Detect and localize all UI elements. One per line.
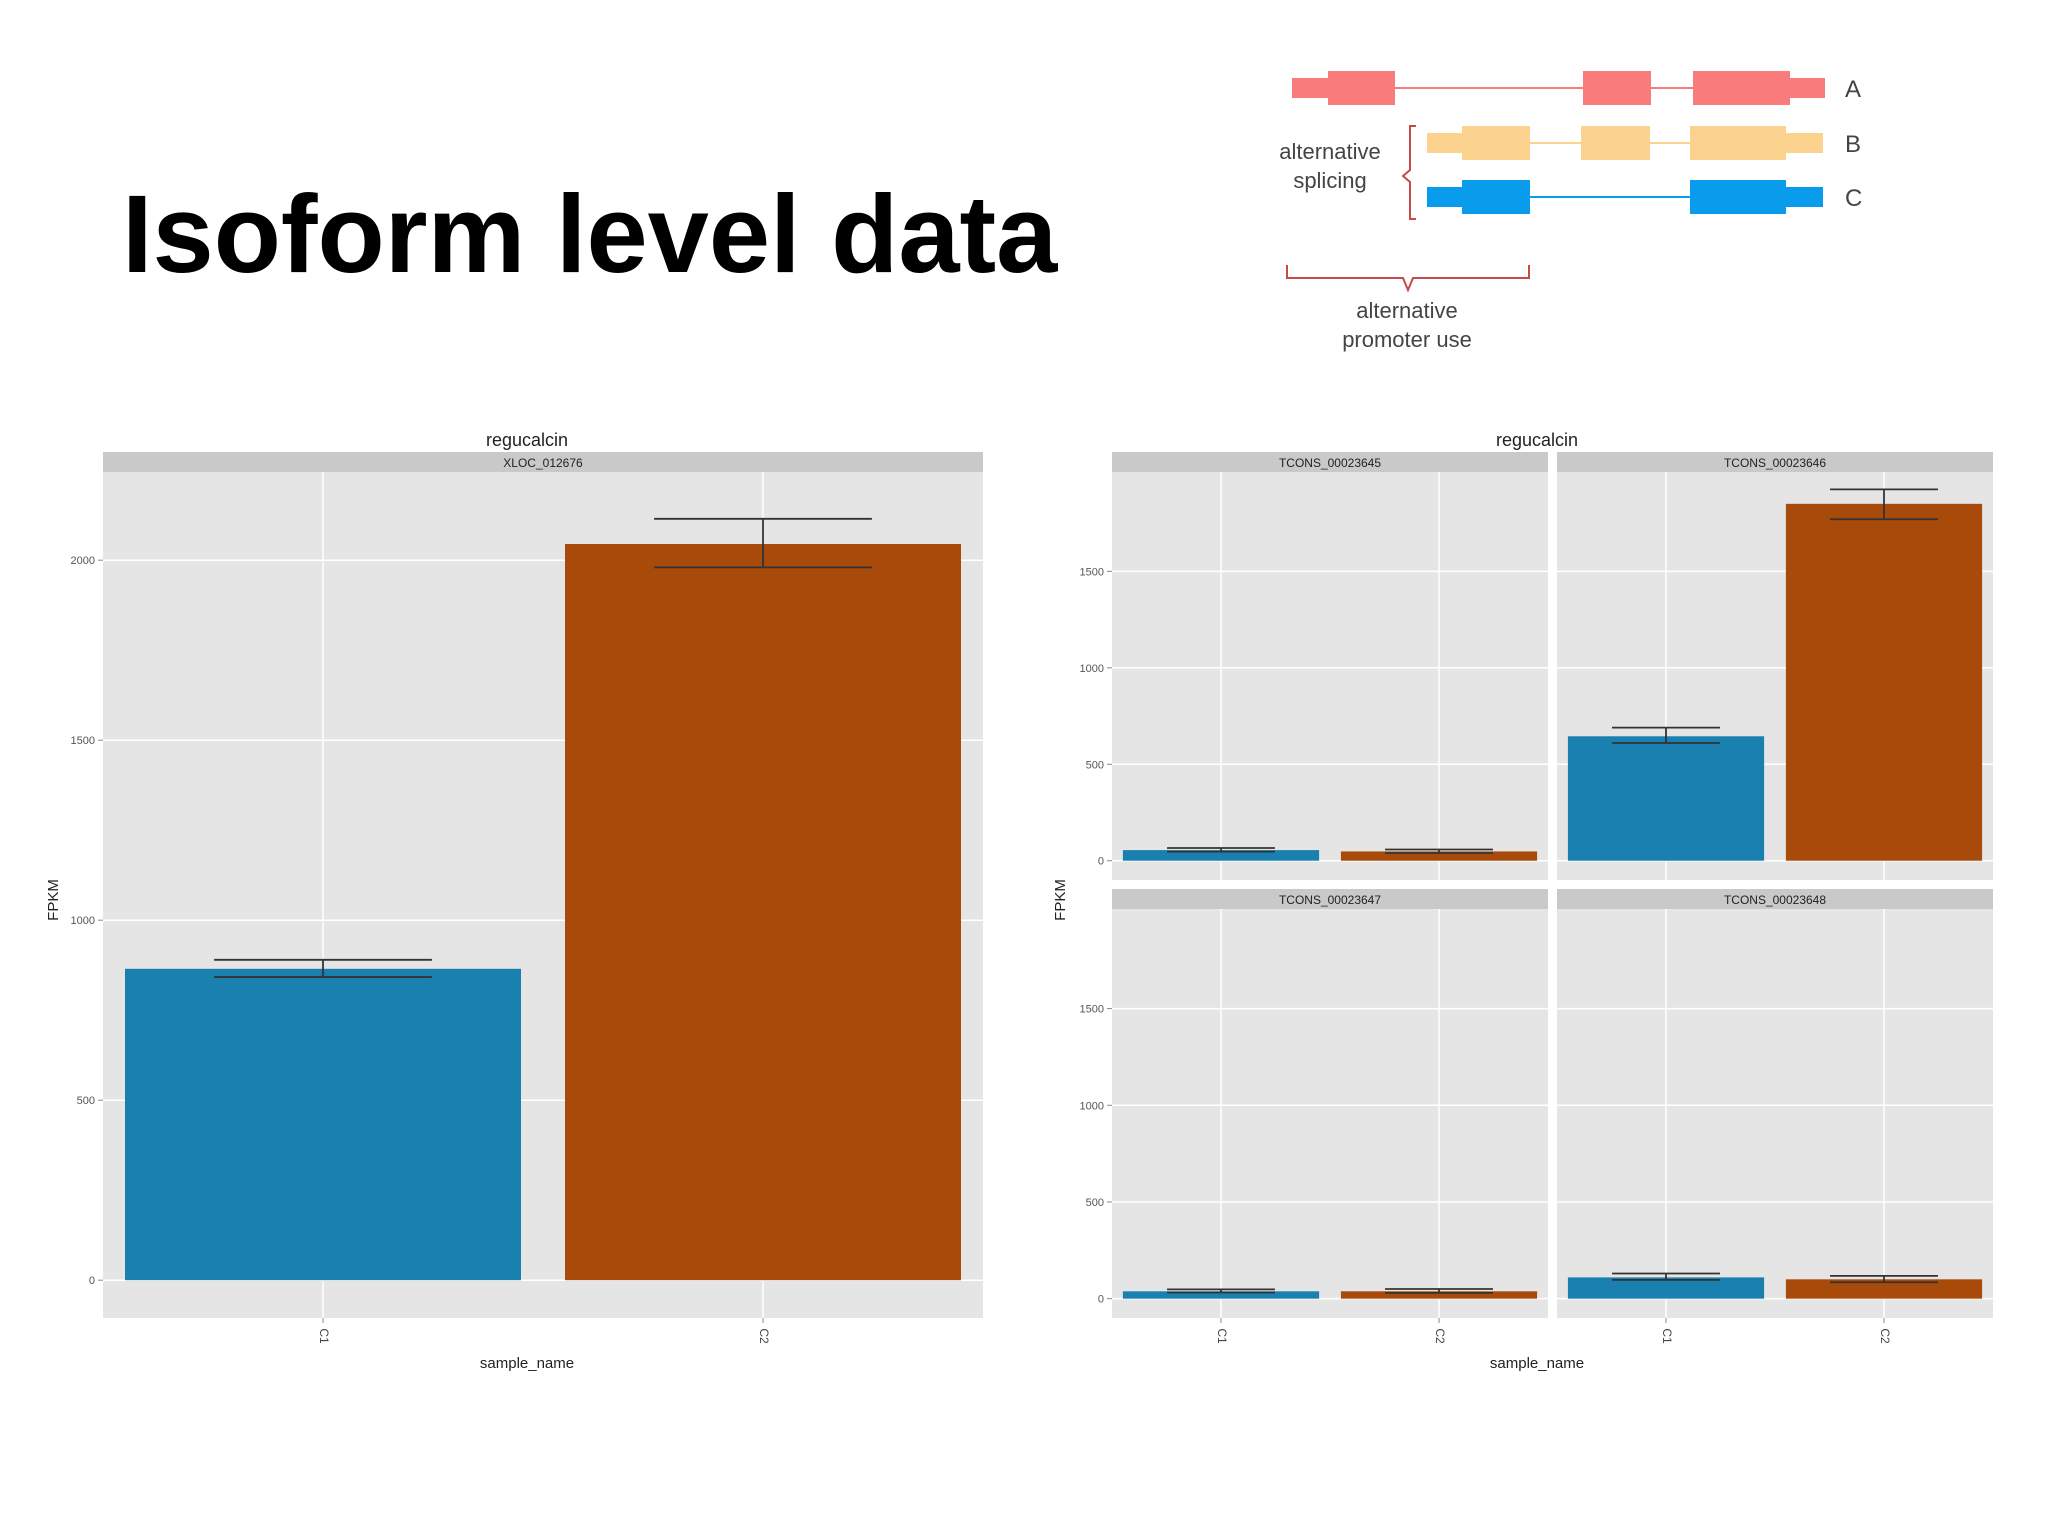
y-tick-label: 0 [89, 1275, 95, 1287]
facet-strip-label: TCONS_00023647 [1279, 893, 1381, 907]
facet-strip [1557, 889, 1993, 909]
chart1-y-axis-label: FPKM [45, 879, 62, 921]
x-tick-label: C1 [1660, 1328, 1674, 1344]
y-tick-label: 1500 [1080, 566, 1104, 578]
y-tick-label: 0 [1098, 856, 1104, 868]
isoform-label-C: C [1845, 185, 1862, 212]
y-tick-label: 1000 [1080, 663, 1104, 675]
isoform-A-exon-block [1328, 71, 1395, 105]
x-tick-label: C2 [1878, 1328, 1892, 1344]
isoform-A-exon-block [1583, 71, 1651, 105]
x-tick-label: C2 [1433, 1328, 1447, 1344]
panel-background [1112, 472, 1548, 880]
isoform-label-B: B [1845, 131, 1861, 158]
y-tick-label: 1500 [71, 735, 95, 747]
facet-strip [1112, 452, 1548, 472]
isoform-C-exon-block [1690, 180, 1786, 214]
isoform-B-exon-block [1462, 126, 1530, 160]
x-tick-label: C1 [317, 1328, 331, 1344]
chart2-panel4-bar-C1 [1567, 1277, 1765, 1299]
y-tick-label: 1000 [1080, 1100, 1104, 1112]
facet-strip-label: TCONS_00023648 [1724, 893, 1826, 907]
y-tick-label: 500 [1086, 1197, 1104, 1209]
panel-background [1112, 909, 1548, 1318]
isoform-A-exon-block [1693, 71, 1790, 105]
chart2-panel2-bar-C1 [1567, 736, 1765, 861]
promoter-bracket [1286, 265, 1530, 293]
splicing-bracket [1401, 125, 1416, 220]
x-tick-label: C1 [1215, 1328, 1229, 1344]
isoform-B-exon-block [1690, 126, 1786, 160]
y-tick-label: 2000 [71, 555, 95, 567]
x-tick-label: C2 [757, 1328, 771, 1344]
y-tick-label: 1500 [1080, 1004, 1104, 1016]
isoform-B-exon-block [1581, 126, 1650, 160]
chart1-x-axis-label: sample_name [480, 1355, 574, 1372]
y-tick-label: 500 [77, 1095, 95, 1107]
promoter-label-line: alternative [1356, 298, 1458, 323]
chart1-panel1-bar-C1 [125, 968, 521, 1281]
facet-strip [1112, 889, 1548, 909]
chart2-y-axis-label: FPKM [1052, 879, 1069, 921]
chart2-title: regucalcin [1496, 430, 1578, 450]
isoform-label-A: A [1845, 76, 1861, 103]
slide-title: Isoform level data [122, 173, 1058, 296]
chart2-panel4-bar-C2 [1785, 1279, 1983, 1299]
panel-background [1557, 909, 1993, 1318]
y-tick-label: 500 [1086, 759, 1104, 771]
splicing-label-line: alternative [1279, 139, 1381, 164]
facet-strip-label: TCONS_00023645 [1279, 456, 1381, 470]
chart2-panel2-bar-C2 [1785, 503, 1983, 861]
chart1-title: regucalcin [486, 430, 568, 450]
facet-strip-label: TCONS_00023646 [1724, 456, 1826, 470]
y-tick-label: 0 [1098, 1294, 1104, 1306]
splicing-label-line: splicing [1293, 168, 1366, 193]
y-tick-label: 1000 [71, 915, 95, 927]
chart2-panel1-bar-C2 [1340, 851, 1538, 861]
chart2-panel1-bar-C1 [1122, 850, 1320, 861]
chart2-panel3-bar-C2 [1340, 1291, 1538, 1299]
isoform-A-utr-block [1292, 78, 1328, 98]
isoform-B-utr-block [1786, 133, 1823, 153]
chart1-panel1-bar-C2 [565, 544, 961, 1281]
facet-strip [1557, 452, 1993, 472]
promoter-label-line: promoter use [1342, 327, 1472, 352]
facet-strip-label: XLOC_012676 [503, 456, 583, 470]
isoform-C-utr-block [1427, 187, 1462, 207]
facet-strip [103, 452, 983, 472]
isoform-A-utr-block [1790, 78, 1825, 98]
isoform-C-exon-block [1462, 180, 1530, 214]
chart2-x-axis-label: sample_name [1490, 1355, 1584, 1372]
isoform-C-utr-block [1786, 187, 1823, 207]
chart2-panel3-bar-C1 [1122, 1291, 1320, 1299]
isoform-B-utr-block [1427, 133, 1462, 153]
